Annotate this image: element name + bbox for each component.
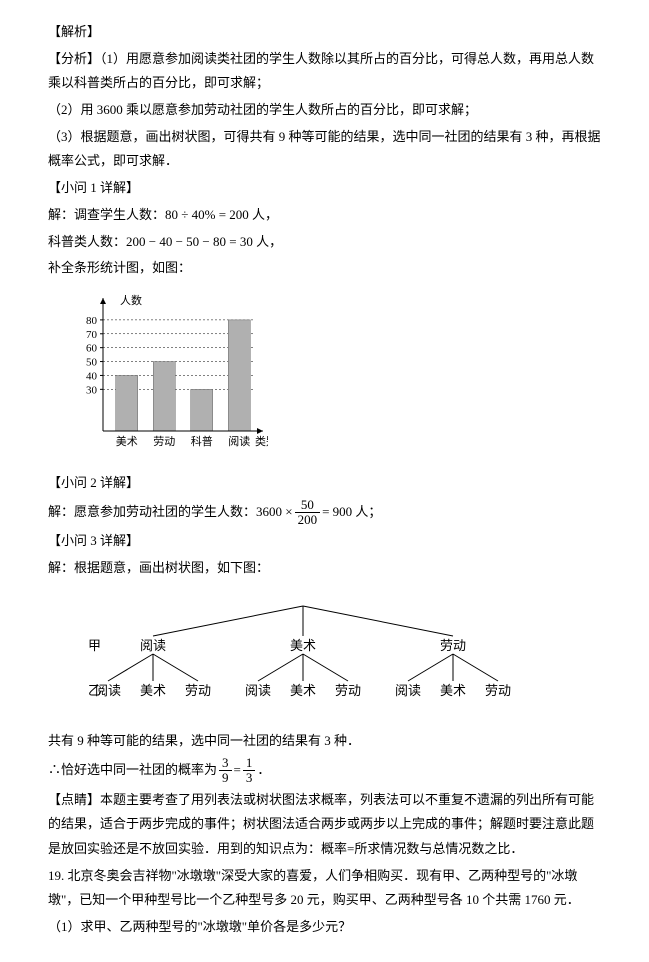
svg-text:60: 60	[86, 343, 98, 355]
svg-text:劳动: 劳动	[185, 683, 211, 698]
q2-label: 【小问 2 详解】	[48, 471, 601, 496]
svg-text:甲: 甲	[88, 638, 101, 653]
q2-line: 解：愿意参加劳动社团的学生人数：3600 × 50 200 = 900 人；	[48, 498, 381, 528]
svg-text:科普: 科普	[191, 434, 213, 448]
tree-diagram: 甲乙阅读阅读美术劳动美术阅读美术劳动劳动阅读美术劳动	[68, 596, 601, 715]
q3-eq: =	[234, 758, 241, 783]
svg-text:劳动: 劳动	[440, 638, 466, 653]
svg-text:劳动: 劳动	[485, 683, 511, 698]
q3-frac2: 1 3	[243, 756, 256, 786]
svg-text:阅读: 阅读	[395, 683, 421, 698]
svg-text:80: 80	[86, 315, 98, 327]
q2-prefix: 解：愿意参加劳动社团的学生人数：3600 ×	[48, 500, 293, 525]
summary-label: 【点睛】	[48, 792, 100, 807]
svg-text:美术: 美术	[290, 683, 316, 698]
svg-text:劳动: 劳动	[335, 683, 361, 698]
q3-frac1: 3 9	[219, 756, 232, 786]
svg-text:阅读: 阅读	[228, 434, 250, 448]
q1-line1: 解：调查学生人数：80 ÷ 40% = 200 人，	[48, 203, 601, 228]
q3-prob-suffix: ．	[257, 758, 270, 783]
svg-text:人数: 人数	[120, 294, 142, 307]
q2-den: 200	[295, 513, 321, 527]
q1-line3: 补全条形统计图，如图：	[48, 256, 601, 281]
svg-text:美术: 美术	[440, 683, 466, 698]
summary: 【点睛】本题主要考查了用列表法或树状图法求概率，列表法可以不重复不遗漏的列出所有…	[48, 788, 601, 862]
q19-text: 19. 北京冬奥会吉祥物"冰墩墩"深受大家的喜爱，人们争相购买．现有甲、乙两种型…	[48, 864, 601, 913]
svg-text:阅读: 阅读	[140, 638, 166, 653]
bar-chart: 人数 30 40 5060 70 80 美术 劳动 科普 阅读类别	[68, 291, 601, 461]
q2-fraction: 50 200	[295, 498, 321, 528]
q3-label: 【小问 3 详解】	[48, 529, 601, 554]
tree-svg: 甲乙阅读阅读美术劳动美术阅读美术劳动劳动阅读美术劳动	[68, 596, 538, 706]
svg-text:50: 50	[86, 356, 98, 368]
q3-prob: ∴恰好选中同一社团的概率为 3 9 = 1 3 ．	[48, 756, 270, 786]
q3-line1: 解：根据题意，画出树状图，如下图：	[48, 556, 601, 581]
svg-text:美术: 美术	[290, 638, 316, 653]
q3-prob-prefix: ∴恰好选中同一社团的概率为	[48, 758, 217, 783]
svg-text:70: 70	[86, 329, 98, 341]
q19-sub1: （1）求甲、乙两种型号的"冰墩墩"单价各是多少元？	[48, 915, 601, 940]
analysis-2: （2）用 3600 乘以愿意参加劳动社团的学生人数所占的百分比，即可求解；	[48, 98, 601, 123]
q1-label: 【小问 1 详解】	[48, 176, 601, 201]
q2-suffix: = 900 人；	[322, 500, 381, 525]
q1-line2: 科普类人数：200 − 40 − 50 − 80 = 30 人，	[48, 230, 601, 255]
svg-text:阅读: 阅读	[245, 683, 271, 698]
analysis-3: （3）根据题意，画出树状图，可得共有 9 种等可能的结果，选中同一社团的结果有 …	[48, 125, 601, 174]
analysis-section: 【分析】（1）用愿意参加阅读类社团的学生人数除以其所占的百分比，可得总人数，再用…	[48, 47, 601, 96]
q3-line2: 共有 9 种等可能的结果，选中同一社团的结果有 3 种．	[48, 729, 601, 754]
analysis-1: （1）用愿意参加阅读类社团的学生人数除以其所占的百分比，可得总人数，再用总人数乘…	[48, 51, 594, 91]
svg-text:30: 30	[86, 384, 98, 396]
svg-text:40: 40	[86, 370, 98, 382]
q2-num: 50	[295, 498, 321, 513]
svg-text:美术: 美术	[140, 683, 166, 698]
analysis-label: 【分析】	[48, 51, 100, 66]
svg-text:美术: 美术	[116, 435, 138, 448]
svg-text:类别: 类别	[255, 434, 268, 448]
bar-chart-svg: 人数 30 40 5060 70 80 美术 劳动 科普 阅读类别	[68, 291, 268, 461]
svg-text:劳动: 劳动	[153, 435, 175, 448]
summary-text: 本题主要考查了用列表法或树状图法求概率，列表法可以不重复不遗漏的列出所有可能的结…	[48, 792, 594, 856]
svg-text:阅读: 阅读	[95, 683, 121, 698]
analysis-title: 【解析】	[48, 20, 601, 45]
